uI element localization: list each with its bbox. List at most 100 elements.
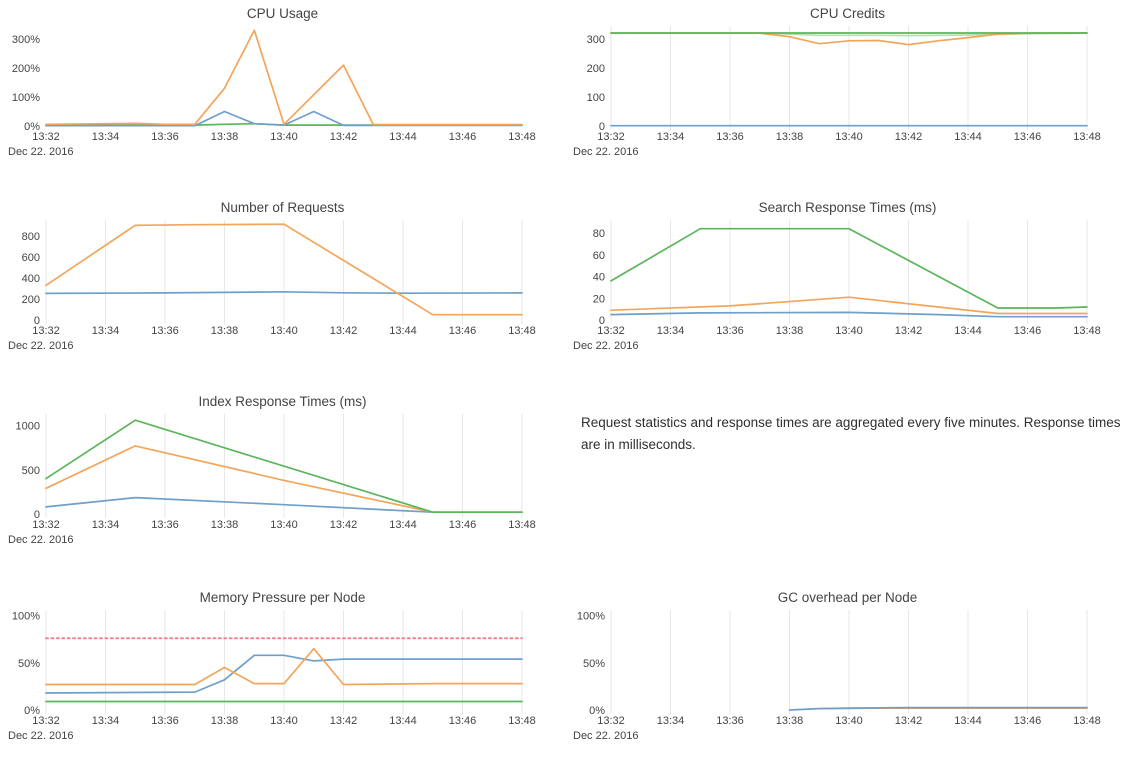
x-tick-label: 13:34 bbox=[92, 131, 120, 143]
chart-title-number-of-requests: Number of Requests bbox=[220, 200, 345, 215]
x-tick-label: 13:32 bbox=[32, 325, 60, 337]
x-tick-label: 13:40 bbox=[270, 715, 298, 727]
x-tick-label: 13:42 bbox=[895, 325, 923, 337]
x-tick-label: 13:36 bbox=[151, 131, 179, 143]
x-tick-label: 13:40 bbox=[270, 325, 298, 337]
x-tick-label: 13:36 bbox=[151, 519, 179, 531]
y-tick-label: 0 bbox=[34, 315, 40, 327]
chart-memory-pressure-per-node[interactable]: Memory Pressure per Node 0% 50% 100% 13:32 1… bbox=[0, 584, 565, 774]
x-tick-label: 13:34 bbox=[92, 325, 120, 337]
x-tick-label: 13:34 bbox=[657, 131, 685, 143]
chart-cpu-usage[interactable]: CPU Usage 0% 100% 200% 300% 13:32 13:34 13:36 1… bbox=[0, 0, 565, 190]
series-line-blue bbox=[45, 654, 523, 694]
x-tick-label: 13:38 bbox=[776, 325, 804, 337]
y-tick-label: 100 bbox=[587, 92, 605, 104]
series-line-blue bbox=[45, 110, 523, 127]
y-tick-label: 0 bbox=[599, 121, 605, 133]
x-tick-label: 13:40 bbox=[835, 325, 863, 337]
y-tick-label: 200 bbox=[22, 294, 40, 306]
x-tick-label: 13:32 bbox=[32, 131, 60, 143]
series-line-blue bbox=[45, 290, 523, 295]
x-tick-label: 13:36 bbox=[716, 715, 744, 727]
y-tick-label: 300 bbox=[587, 34, 605, 46]
x-tick-label: 13:46 bbox=[1014, 131, 1042, 143]
chart-index-response-times[interactable]: Index Response Times (ms) 0 500 1000 13:32 1… bbox=[0, 388, 565, 578]
y-tick-label: 300% bbox=[12, 34, 40, 46]
x-tick-label: 13:44 bbox=[954, 325, 982, 337]
y-tick-label: 80 bbox=[593, 228, 605, 240]
x-axis-date-label: Dec 22. 2016 bbox=[573, 146, 638, 158]
y-tick-label: 0 bbox=[599, 315, 605, 327]
x-tick-label: 13:34 bbox=[657, 715, 685, 727]
chart-title-search-response-times: Search Response Times (ms) bbox=[758, 200, 937, 215]
y-tick-label: 60 bbox=[593, 250, 605, 262]
chart-title-memory-pressure-per-node: Memory Pressure per Node bbox=[199, 590, 366, 605]
x-tick-label: 13:46 bbox=[1014, 715, 1042, 727]
y-tick-label: 200 bbox=[587, 63, 605, 75]
x-tick-label: 13:46 bbox=[449, 325, 477, 337]
y-tick-label: 800 bbox=[22, 231, 40, 243]
x-tick-label: 13:48 bbox=[1073, 131, 1101, 143]
chart-canvas[interactable]: 0% 100% 200% 300% 13:32 13:34 13:36 13:38 13:40 1… bbox=[0, 22, 565, 190]
x-tick-label: 13:48 bbox=[1073, 325, 1101, 337]
x-tick-label: 13:38 bbox=[211, 715, 239, 727]
x-tick-label: 13:32 bbox=[597, 715, 625, 727]
x-tick-label: 13:32 bbox=[597, 325, 625, 337]
y-tick-label: 100% bbox=[577, 611, 605, 623]
series-line-orange bbox=[45, 647, 523, 686]
x-tick-label: 13:48 bbox=[1073, 715, 1101, 727]
chart-number-of-requests[interactable]: Number of Requests 0 200 400 600 800 13:32 13:… bbox=[0, 194, 565, 384]
x-axis-date-label: Dec 22. 2016 bbox=[8, 146, 73, 158]
y-tick-label: 400 bbox=[22, 273, 40, 285]
x-tick-label: 13:48 bbox=[508, 131, 536, 143]
x-tick-label: 13:46 bbox=[449, 519, 477, 531]
chart-title-index-response-times: Index Response Times (ms) bbox=[198, 394, 367, 409]
y-tick-label: 0% bbox=[24, 705, 40, 717]
x-tick-label: 13:46 bbox=[449, 131, 477, 143]
y-tick-label: 100% bbox=[12, 611, 40, 623]
metrics-dashboard: { "note": { "text": "Request statistics … bbox=[0, 0, 1131, 742]
y-tick-label: 50% bbox=[18, 658, 40, 670]
x-tick-label: 13:42 bbox=[895, 131, 923, 143]
x-tick-label: 13:38 bbox=[211, 131, 239, 143]
x-tick-label: 13:34 bbox=[657, 325, 685, 337]
chart-canvas[interactable]: 0 200 400 600 800 13:32 13:34 13:36 13:38 13:40 13… bbox=[0, 216, 565, 384]
x-tick-label: 13:42 bbox=[330, 131, 358, 143]
chart-cpu-credits[interactable]: CPU Credits 0 100 200 300 13:32 13:34 13:36 13:… bbox=[565, 0, 1130, 190]
x-tick-label: 13:38 bbox=[211, 519, 239, 531]
x-tick-label: 13:38 bbox=[211, 325, 239, 337]
x-axis-date-label: Dec 22. 2016 bbox=[8, 534, 73, 546]
series-line-green bbox=[610, 227, 1088, 309]
chart-canvas[interactable]: 0% 50% 100% 13:32 13:34 13:36 13:38 13:40 13:42 1… bbox=[565, 606, 1130, 774]
x-tick-label: 13:36 bbox=[716, 131, 744, 143]
x-tick-label: 13:44 bbox=[954, 131, 982, 143]
x-tick-label: 13:40 bbox=[270, 519, 298, 531]
chart-canvas[interactable]: 0 500 1000 13:32 13:34 13:36 13:38 13:40 13:42 13… bbox=[0, 410, 565, 578]
x-tick-label: 13:44 bbox=[389, 131, 417, 143]
x-axis-date-label: Dec 22. 2016 bbox=[8, 340, 73, 352]
y-tick-label: 40 bbox=[593, 272, 605, 284]
aggregation-note: Request statistics and response times ar… bbox=[565, 388, 1131, 578]
x-tick-label: 13:34 bbox=[92, 715, 120, 727]
x-tick-label: 13:36 bbox=[151, 325, 179, 337]
x-tick-label: 13:38 bbox=[776, 131, 804, 143]
y-tick-label: 0 bbox=[34, 509, 40, 521]
chart-canvas[interactable]: 0 20 40 60 80 13:32 13:34 13:36 13:38 13:40 13:42 1… bbox=[565, 216, 1130, 384]
series-line-orange bbox=[610, 32, 1088, 46]
chart-gc-overhead-per-node[interactable]: GC overhead per Node 0% 50% 100% 13:32 13:34… bbox=[565, 584, 1130, 774]
series-line-green bbox=[45, 419, 523, 514]
y-tick-label: 200% bbox=[12, 63, 40, 75]
chart-title-gc-overhead-per-node: GC overhead per Node bbox=[777, 590, 918, 605]
x-tick-label: 13:48 bbox=[508, 519, 536, 531]
chart-canvas[interactable]: 0 100 200 300 13:32 13:34 13:36 13:38 13:40 13:42… bbox=[565, 22, 1130, 190]
x-axis-date-label: Dec 22. 2016 bbox=[8, 730, 73, 742]
chart-search-response-times[interactable]: Search Response Times (ms) 0 20 40 60 80 13:3… bbox=[565, 194, 1130, 384]
x-tick-label: 13:46 bbox=[1014, 325, 1042, 337]
x-tick-label: 13:42 bbox=[330, 519, 358, 531]
chart-canvas[interactable]: 0% 50% 100% 13:32 13:34 13:36 13:38 13:40 13:42 1… bbox=[0, 606, 565, 774]
y-tick-label: 100% bbox=[12, 92, 40, 104]
x-tick-label: 13:44 bbox=[389, 715, 417, 727]
x-tick-label: 13:36 bbox=[716, 325, 744, 337]
x-tick-label: 13:46 bbox=[449, 715, 477, 727]
x-tick-label: 13:40 bbox=[835, 131, 863, 143]
